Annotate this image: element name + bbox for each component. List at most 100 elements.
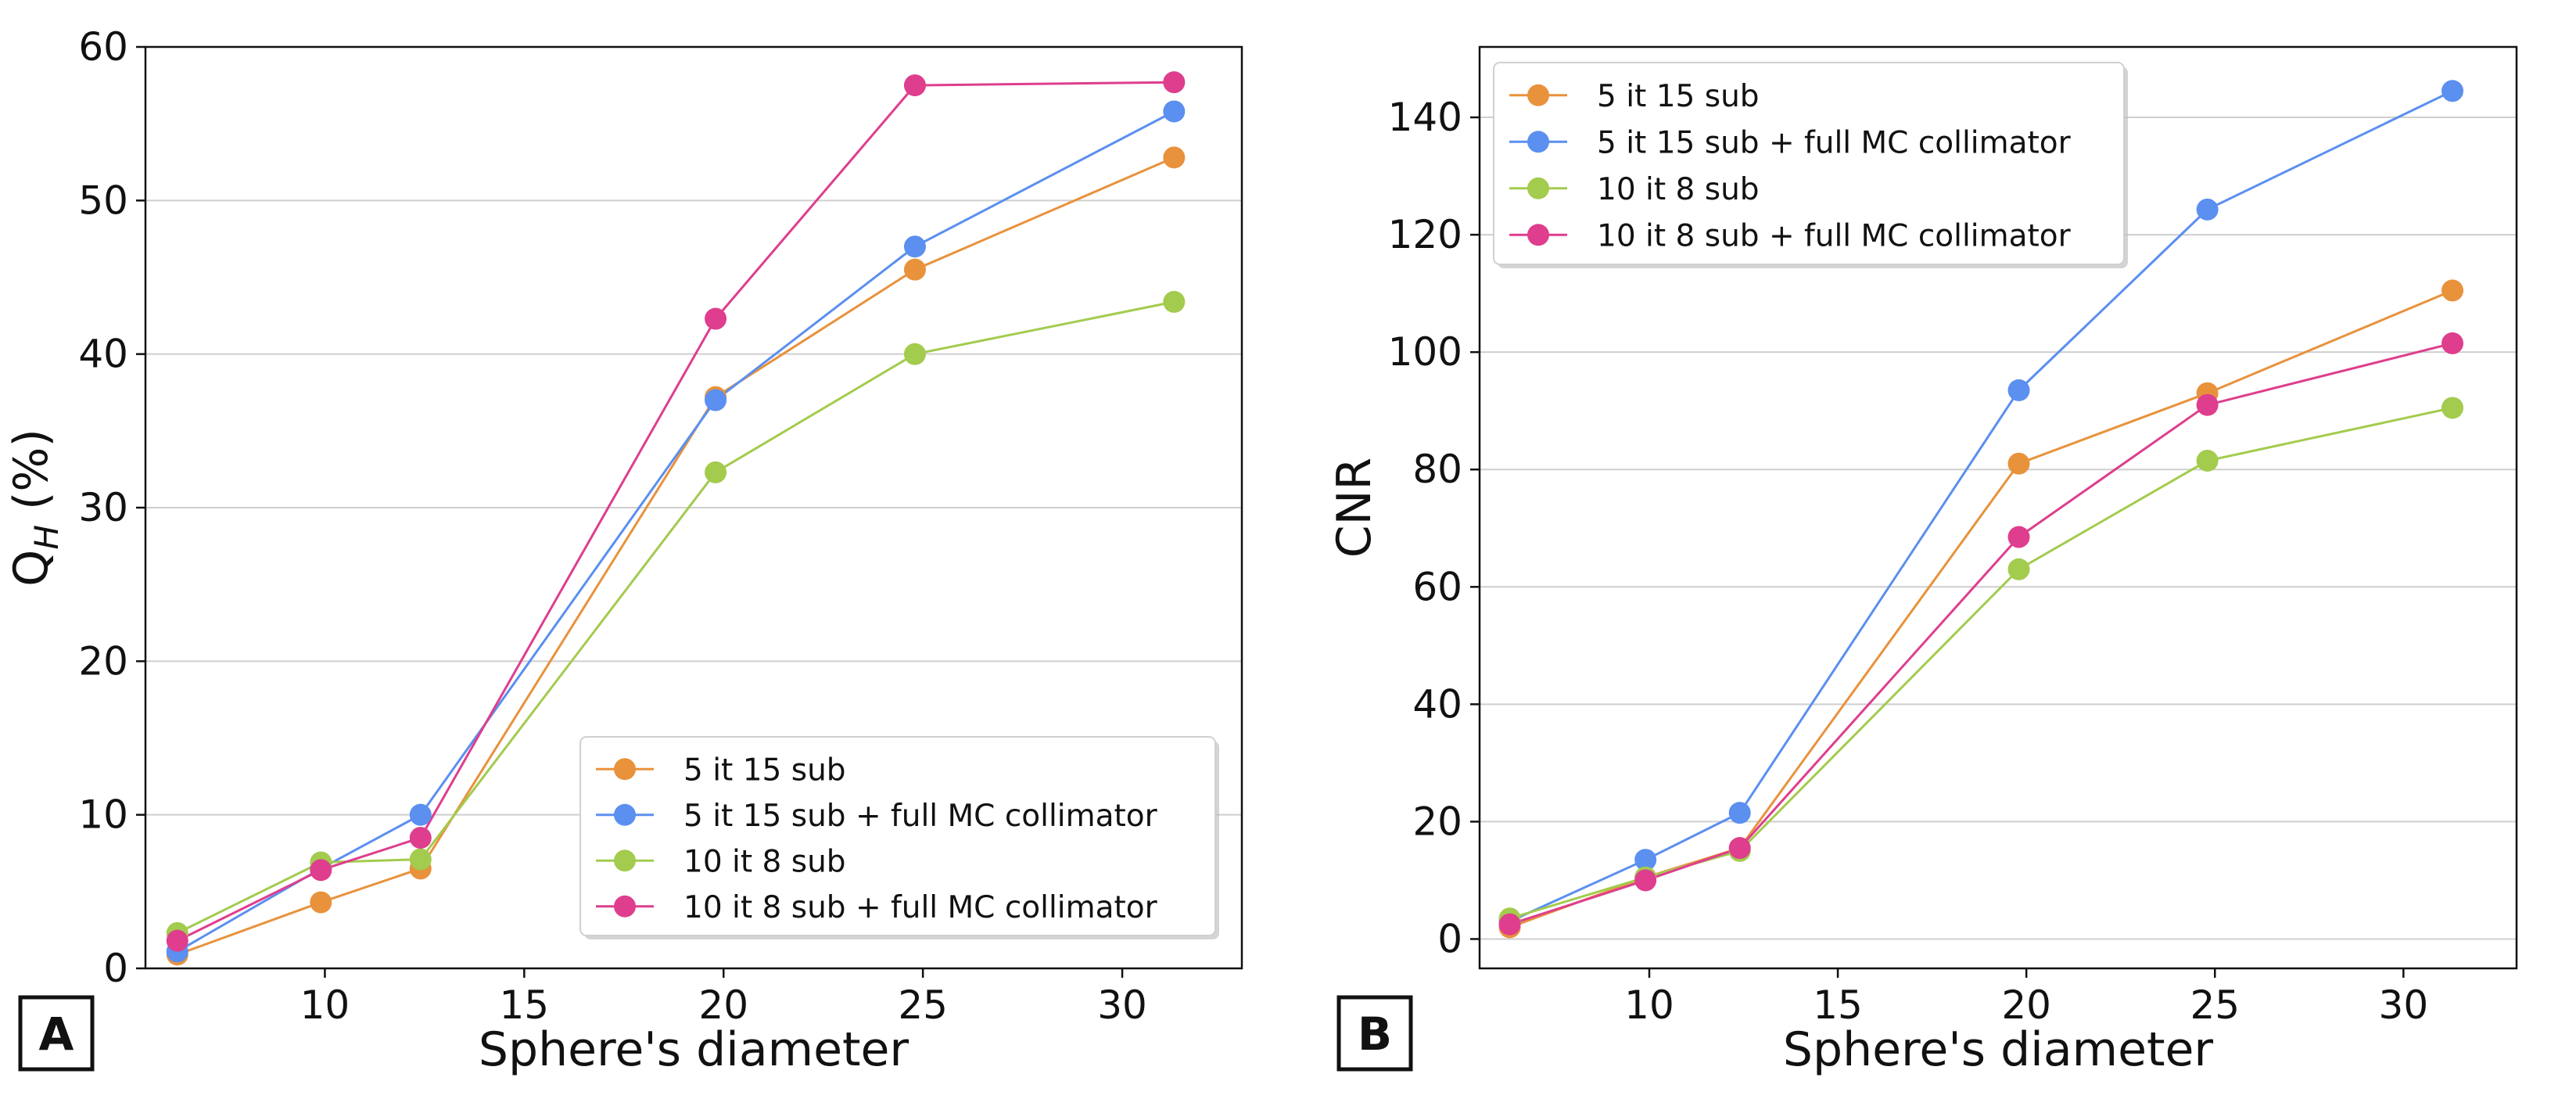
data-point (1163, 146, 1186, 169)
panel-label-box (1336, 995, 1413, 1072)
y-tick-label: 60 (1412, 564, 1462, 609)
plot-frame (1478, 45, 2518, 970)
data-point (2196, 198, 2219, 221)
legend-label: 10 it 8 sub (1597, 172, 1760, 207)
data-point (2007, 452, 2030, 475)
data-point (2196, 449, 2219, 472)
data-point (1634, 849, 1657, 871)
y-tick-label: 0 (103, 946, 128, 991)
x-tick-label: 25 (2190, 982, 2240, 1028)
data-point (2441, 397, 2464, 419)
legend-marker (614, 895, 636, 918)
data-point (2196, 393, 2219, 416)
legend-label: 10 it 8 sub + full MC collimator (1597, 218, 2072, 253)
data-point (310, 891, 332, 914)
data-point (903, 343, 926, 365)
chart-a: 0 10 20 30 40 50 60 10 15 20 25 30 5 it 15 sub 5 it 1… (4, 24, 1243, 1077)
data-point (705, 389, 727, 411)
y-tick-label: 120 (1388, 212, 1462, 257)
legend-marker (614, 758, 636, 781)
y-tick-label: 140 (1388, 95, 1462, 140)
series-line (177, 300, 1175, 935)
legend-box (579, 736, 1216, 936)
x-tick-label: 30 (2379, 982, 2429, 1028)
data-point (2007, 379, 2030, 401)
y-tick-label: 10 (78, 792, 128, 838)
x-tick-label: 15 (1813, 982, 1863, 1028)
legend-label: 5 it 15 sub + full MC collimator (683, 799, 1158, 834)
data-point (1728, 802, 1751, 824)
y-tick-label: 80 (1412, 447, 1462, 492)
series-line (177, 81, 1175, 943)
y-axis-label: CNR (1327, 458, 1382, 558)
data-point (310, 859, 332, 882)
x-tick-label: 30 (1097, 982, 1147, 1028)
x-tick-label: 25 (898, 982, 948, 1028)
data-point (1728, 837, 1751, 860)
legend-marker (1527, 84, 1549, 106)
data-point (705, 461, 727, 483)
series-line (1509, 89, 2453, 923)
data-point (2441, 332, 2464, 354)
data-point (705, 307, 727, 330)
data-point (409, 848, 432, 871)
y-tick-label: 60 (78, 24, 128, 70)
data-point (2007, 526, 2030, 548)
data-point (1163, 290, 1186, 313)
legend-label: 5 it 15 sub (1597, 79, 1760, 114)
x-tick-label: 10 (300, 982, 350, 1028)
series-line (1509, 342, 2453, 926)
y-tick-label: 20 (1412, 799, 1462, 844)
y-tick-label: 0 (1437, 916, 1462, 961)
panel-label: B (1358, 1007, 1392, 1061)
legend-label: 5 it 15 sub + full MC collimator (1597, 125, 2072, 160)
legend-marker (1527, 224, 1549, 246)
data-point (1498, 913, 1521, 936)
legend-label: 5 it 15 sub (683, 752, 846, 788)
y-axis-label-main: Q (4, 550, 59, 587)
x-tick-label: 20 (698, 982, 748, 1028)
y-tick-label: 100 (1388, 329, 1462, 375)
panel-label: A (39, 1007, 74, 1061)
data-point (2441, 279, 2464, 302)
y-tick-label: 40 (78, 332, 128, 377)
data-point (903, 258, 926, 281)
data-point (409, 803, 432, 826)
legend-marker (614, 849, 636, 872)
x-axis-label: Sphere's diameter (479, 1022, 909, 1077)
x-tick-label: 20 (2001, 982, 2051, 1028)
y-tick-label: 20 (78, 638, 128, 684)
legend-label: 10 it 8 sub (683, 844, 846, 879)
data-point (2007, 558, 2030, 580)
chart-b: 0 20 40 60 80 100 120 140 10 15 20 25 30 5 it 15 sub 5… (1327, 45, 2518, 1077)
data-point (1163, 100, 1186, 123)
y-axis-label-subscript: H (27, 525, 66, 550)
x-axis-label: Sphere's diameter (1783, 1022, 2214, 1077)
y-axis-label: QH (%) (4, 429, 66, 587)
data-point (409, 827, 432, 849)
series-line (1509, 406, 2453, 920)
x-tick-label: 10 (1624, 982, 1674, 1028)
legend-label: 10 it 8 sub + full MC collimator (683, 890, 1158, 925)
y-tick-label: 30 (78, 485, 128, 530)
legend-marker (1527, 131, 1549, 153)
data-point (1163, 71, 1186, 94)
y-axis-label-main: CNR (1327, 458, 1382, 558)
legend-box (1493, 62, 2125, 265)
y-tick-label: 50 (78, 178, 128, 223)
series-line (177, 156, 1175, 956)
data-point (1634, 869, 1657, 892)
y-tick-label: 40 (1412, 681, 1462, 727)
data-point (166, 929, 188, 952)
y-axis-label-suffix: (%) (4, 429, 59, 525)
series-line (1509, 289, 2453, 928)
data-point (2441, 80, 2464, 102)
plot-frame (144, 45, 1243, 970)
x-tick-label: 15 (500, 982, 550, 1028)
data-point (903, 74, 926, 97)
data-point (903, 235, 926, 258)
panel-label-box (18, 995, 95, 1072)
legend-marker (614, 803, 636, 826)
legend-marker (1527, 177, 1549, 199)
